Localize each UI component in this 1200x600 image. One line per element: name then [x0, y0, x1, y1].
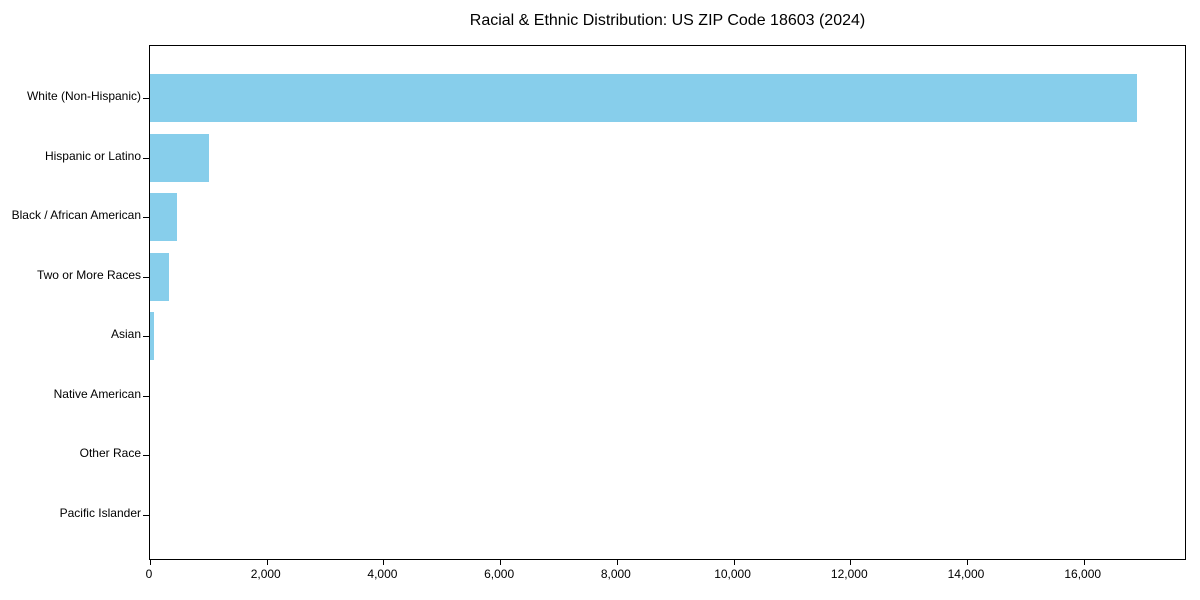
bar-black-african-american [150, 193, 178, 242]
x-tick-label: 10,000 [714, 567, 751, 581]
y-tick-label: White (Non-Hispanic) [26, 89, 141, 103]
y-axis-tick [143, 217, 149, 219]
bar-white-non-hispanic [150, 74, 1138, 122]
x-axis-tick [150, 560, 151, 565]
y-tick-label: Other Race [79, 446, 141, 461]
y-axis-tick [143, 276, 149, 278]
x-tick-label: 8,000 [600, 567, 631, 581]
x-axis-tick [266, 560, 268, 565]
x-tick-label: 14,000 [947, 567, 985, 581]
y-tick-label: Hispanic or Latino [44, 148, 141, 163]
y-axis-tick [143, 98, 149, 99]
x-axis-tick [500, 560, 502, 565]
x-axis-tick [733, 560, 735, 565]
y-tick-label: Black / African American [11, 208, 141, 223]
x-axis-tick [616, 560, 618, 565]
bar-two-or-more-races [150, 252, 170, 301]
x-axis-tick [966, 560, 968, 565]
plot-area [143, 45, 1186, 565]
y-tick-label: Native American [53, 386, 141, 401]
x-tick-label: 12,000 [830, 567, 868, 581]
y-tick-label: Asian [110, 327, 141, 342]
y-axis-tick [143, 336, 149, 338]
x-axis-tick [383, 560, 385, 565]
x-tick-label: 6,000 [484, 567, 515, 581]
x-tick-label: 4,000 [367, 567, 398, 581]
bar-hispanic-or-latino [150, 133, 210, 182]
bar-asian [150, 312, 155, 361]
y-tick-label: Pacific Islander [59, 505, 141, 520]
x-axis-tick [850, 560, 852, 565]
x-tick-label: 16,000 [1064, 567, 1102, 581]
y-axis-tick [143, 157, 149, 159]
x-axis-tick [1083, 560, 1085, 565]
x-tick-label: 2,000 [250, 567, 281, 581]
y-tick-label: Two or More Races [36, 267, 141, 282]
chart-title: Racial & Ethnic Distribution: US ZIP Cod… [469, 12, 866, 29]
y-axis-tick [143, 514, 149, 516]
x-tick-label: 0 [145, 567, 153, 581]
y-axis-tick [143, 395, 149, 397]
y-axis-tick [143, 455, 149, 457]
